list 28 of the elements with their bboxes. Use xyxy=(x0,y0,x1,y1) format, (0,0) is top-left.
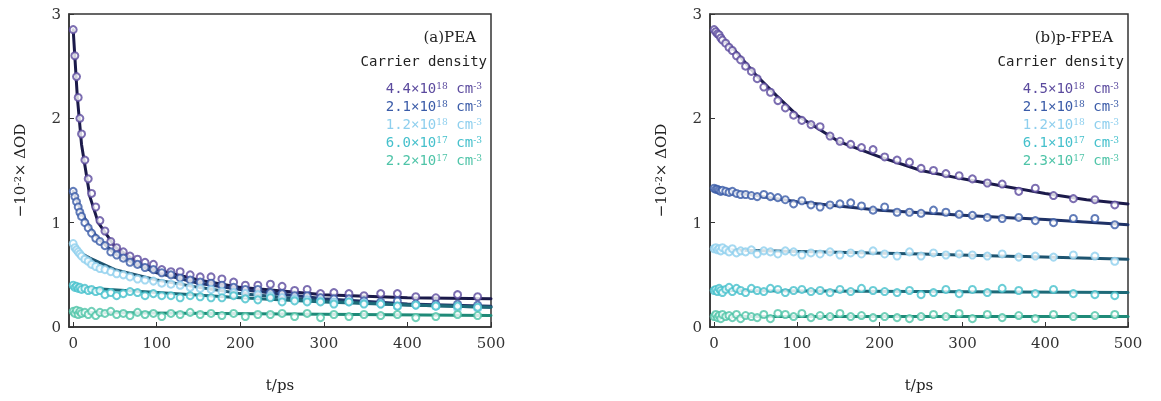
legend-title: Carrier density xyxy=(997,53,1125,69)
x-tick-label: 0 xyxy=(709,333,719,352)
x-axis-title: t/ps xyxy=(265,375,295,394)
x-tick-label: 0 xyxy=(68,333,78,352)
y-tick-label: 0 xyxy=(692,318,702,336)
text: (b)p-FPEA xyxy=(1034,27,1114,46)
x-tick-label: 100 xyxy=(782,333,812,352)
x-tick-label: 300 xyxy=(948,333,977,352)
legend-title: Carrier density xyxy=(360,53,488,69)
x-tick-label: 300 xyxy=(309,333,339,352)
y-tick-label: 3 xyxy=(51,5,61,23)
y-tick-label: 3 xyxy=(692,5,702,23)
y-axis-title: −10-2× ΔOD xyxy=(651,123,670,218)
x-tick-label: 100 xyxy=(142,333,172,352)
x-tick-label: 500 xyxy=(1113,333,1143,352)
x-tick-label: 400 xyxy=(393,333,422,352)
x-tick-label: 400 xyxy=(1030,333,1060,352)
y-tick-label: 1 xyxy=(692,213,702,232)
y-tick-label: 1 xyxy=(51,213,61,232)
y-axis-title: −10-2× ΔOD xyxy=(10,123,29,218)
x-axis-title: t/ps xyxy=(904,375,934,394)
y-tick-label: 2 xyxy=(51,109,61,128)
x-tick-label: 200 xyxy=(225,333,255,352)
x-tick-label: 500 xyxy=(476,333,506,352)
x-tick-label: 200 xyxy=(865,333,894,352)
y-tick-label: 2 xyxy=(692,109,702,128)
text: (a)PEA xyxy=(423,27,477,46)
y-tick-label: 0 xyxy=(51,318,61,336)
